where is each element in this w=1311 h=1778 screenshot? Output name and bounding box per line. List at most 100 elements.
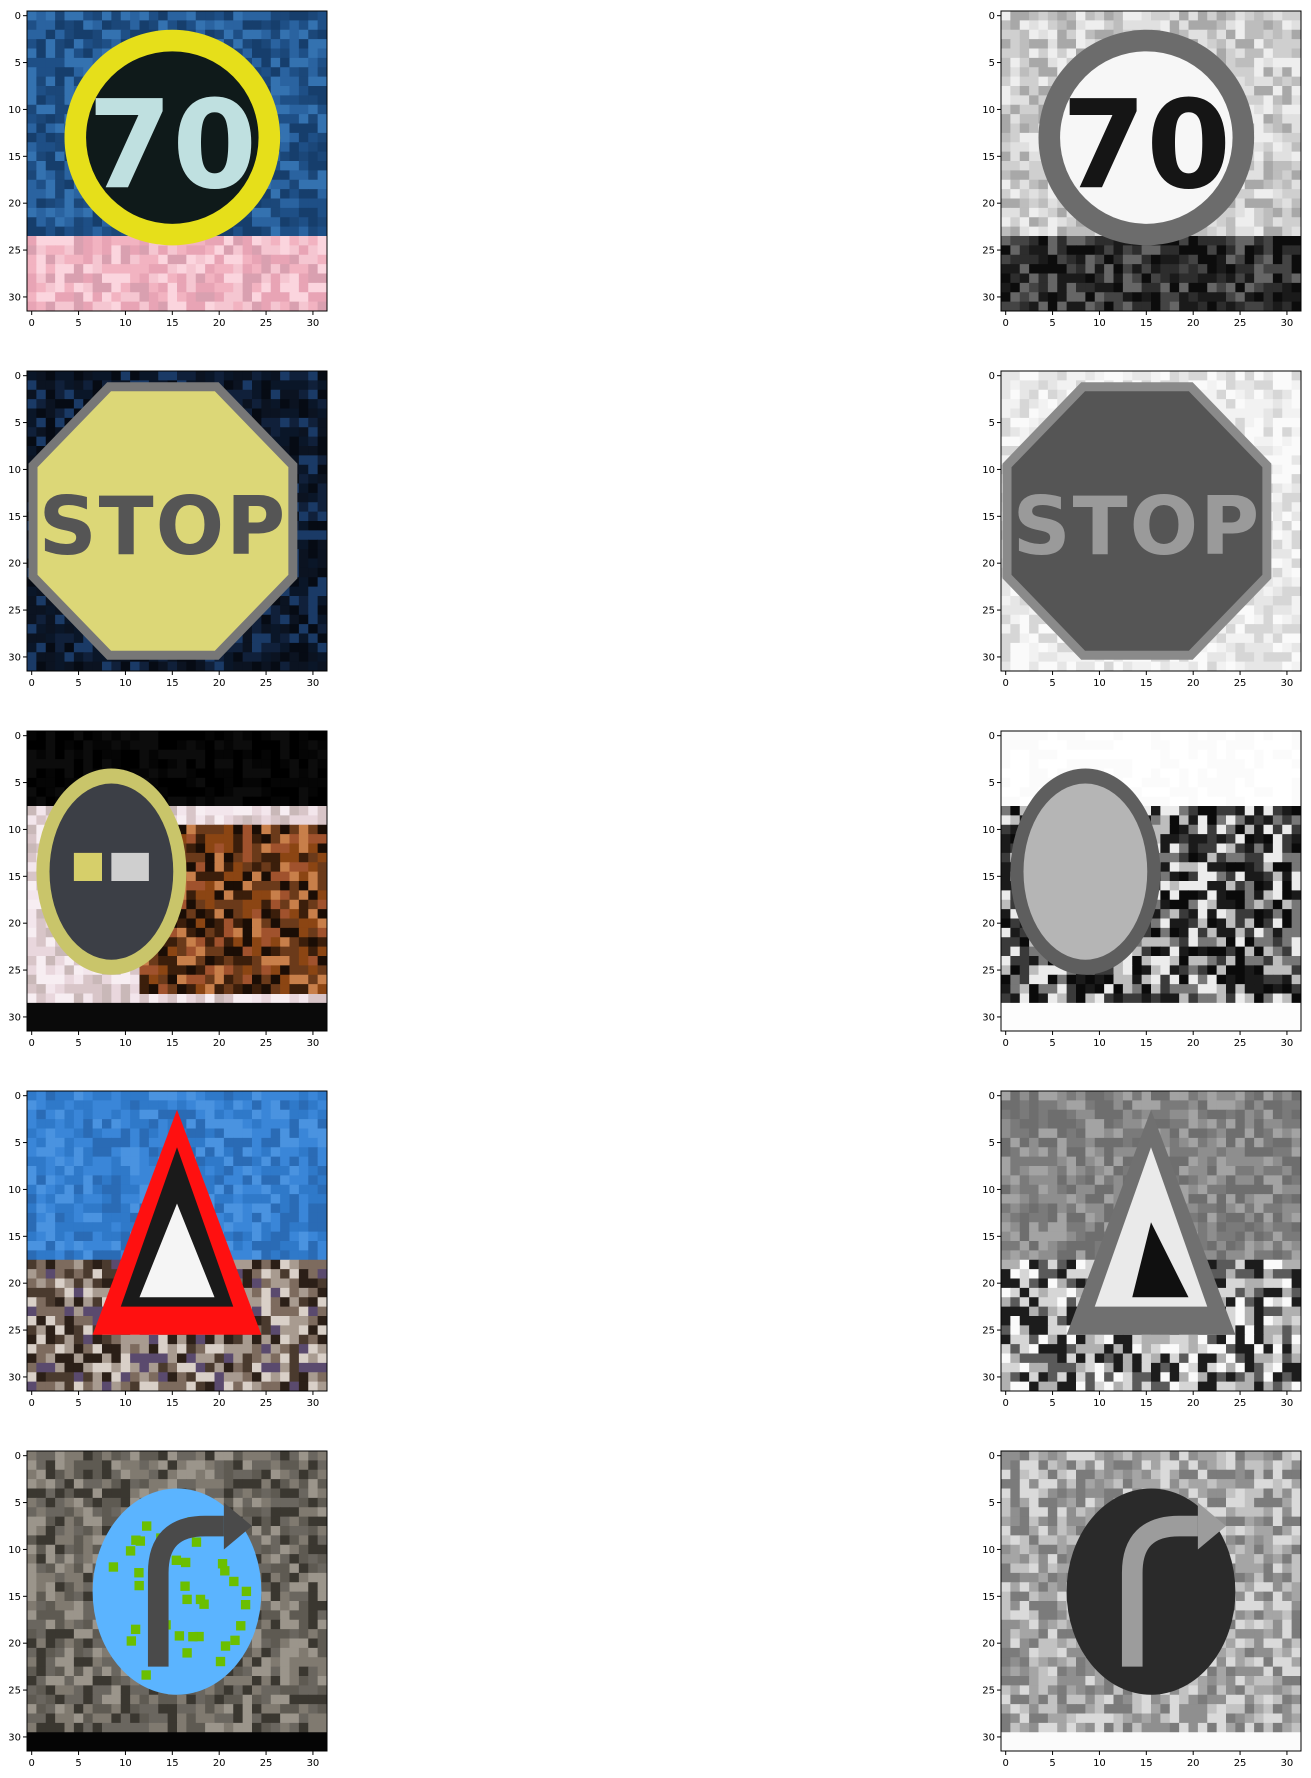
y-tick-label: 25 bbox=[982, 966, 995, 977]
y-tick-label: 20 bbox=[982, 559, 995, 570]
x-tick-label: 15 bbox=[1140, 1398, 1153, 1409]
x-tick-label: 15 bbox=[166, 1038, 179, 1049]
x-tick-label: 15 bbox=[1140, 318, 1153, 329]
x-tick-label: 15 bbox=[1140, 1038, 1153, 1049]
x-tick-label: 5 bbox=[1049, 1398, 1055, 1409]
y-tick-label: 15 bbox=[982, 1592, 995, 1603]
x-tick-label: 25 bbox=[1234, 1758, 1247, 1769]
y-tick-label: 30 bbox=[982, 1372, 995, 1383]
x-tick-label: 10 bbox=[1093, 1758, 1106, 1769]
x-tick-label: 20 bbox=[1187, 1038, 1200, 1049]
x-tick-label: 25 bbox=[260, 318, 273, 329]
x-tick-label: 30 bbox=[1281, 1038, 1294, 1049]
x-tick-label: 25 bbox=[260, 1398, 273, 1409]
sign-text: 70 bbox=[88, 74, 258, 216]
y-tick-label: 30 bbox=[982, 1732, 995, 1743]
x-tick-label: 20 bbox=[1187, 318, 1200, 329]
y-tick-label: 20 bbox=[8, 559, 21, 570]
y-tick-label: 25 bbox=[982, 606, 995, 617]
x-tick-label: 0 bbox=[1003, 1758, 1009, 1769]
y-tick-label: 10 bbox=[982, 1545, 995, 1556]
x-tick-label: 25 bbox=[260, 1038, 273, 1049]
x-tick-label: 10 bbox=[119, 1398, 132, 1409]
x-tick-label: 5 bbox=[1049, 678, 1055, 689]
y-tick-label: 20 bbox=[8, 1279, 21, 1290]
x-tick-label: 5 bbox=[75, 1398, 81, 1409]
x-tick-label: 20 bbox=[1187, 678, 1200, 689]
y-tick-label: 10 bbox=[982, 105, 995, 116]
y-tick-label: 0 bbox=[989, 1091, 995, 1102]
x-tick-label: 0 bbox=[29, 1758, 35, 1769]
sign-image: 70 bbox=[27, 11, 328, 312]
x-tick-label: 0 bbox=[29, 318, 35, 329]
x-tick-label: 5 bbox=[75, 318, 81, 329]
sign-image: STOP bbox=[27, 371, 328, 672]
y-tick-label: 0 bbox=[15, 731, 21, 742]
x-tick-label: 25 bbox=[260, 1758, 273, 1769]
x-tick-label: 10 bbox=[119, 678, 132, 689]
x-tick-label: 20 bbox=[213, 318, 226, 329]
x-tick-label: 20 bbox=[1187, 1398, 1200, 1409]
x-tick-label: 25 bbox=[260, 678, 273, 689]
sign-image bbox=[1001, 1451, 1302, 1751]
x-tick-label: 10 bbox=[119, 1038, 132, 1049]
y-tick-label: 10 bbox=[982, 1185, 995, 1196]
sign-image bbox=[27, 731, 440, 1031]
y-tick-label: 0 bbox=[989, 11, 995, 22]
x-tick-label: 5 bbox=[1049, 1038, 1055, 1049]
y-tick-label: 10 bbox=[982, 825, 995, 836]
x-tick-label: 30 bbox=[307, 1758, 320, 1769]
x-tick-label: 15 bbox=[166, 1398, 179, 1409]
y-tick-label: 15 bbox=[8, 872, 21, 883]
y-tick-label: 25 bbox=[8, 1686, 21, 1697]
y-tick-label: 10 bbox=[8, 105, 21, 116]
y-tick-label: 30 bbox=[982, 652, 995, 663]
y-tick-label: 5 bbox=[15, 418, 21, 429]
y-tick-label: 5 bbox=[989, 418, 995, 429]
y-tick-label: 25 bbox=[8, 966, 21, 977]
x-tick-label: 5 bbox=[1049, 318, 1055, 329]
y-tick-label: 25 bbox=[8, 246, 21, 257]
y-tick-label: 5 bbox=[989, 58, 995, 69]
x-tick-label: 5 bbox=[1049, 1758, 1055, 1769]
x-tick-label: 5 bbox=[75, 678, 81, 689]
sign-image: 70 bbox=[1001, 11, 1302, 312]
y-tick-label: 10 bbox=[8, 825, 21, 836]
y-tick-label: 20 bbox=[982, 1279, 995, 1290]
sign-image bbox=[27, 1451, 328, 1751]
y-tick-label: 5 bbox=[989, 1498, 995, 1509]
y-tick-label: 0 bbox=[989, 731, 995, 742]
y-tick-label: 10 bbox=[8, 465, 21, 476]
x-tick-label: 25 bbox=[1234, 1038, 1247, 1049]
y-tick-label: 10 bbox=[982, 465, 995, 476]
sign-text: STOP bbox=[1013, 480, 1262, 574]
x-tick-label: 15 bbox=[166, 678, 179, 689]
y-tick-label: 5 bbox=[989, 1138, 995, 1149]
y-tick-label: 15 bbox=[8, 1592, 21, 1603]
x-tick-label: 15 bbox=[1140, 678, 1153, 689]
y-tick-label: 5 bbox=[989, 778, 995, 789]
x-tick-label: 0 bbox=[1003, 1398, 1009, 1409]
x-tick-label: 25 bbox=[1234, 1398, 1247, 1409]
y-tick-label: 10 bbox=[8, 1185, 21, 1196]
x-tick-label: 10 bbox=[119, 1758, 132, 1769]
y-tick-label: 30 bbox=[982, 292, 995, 303]
x-tick-label: 20 bbox=[213, 1398, 226, 1409]
y-tick-label: 25 bbox=[8, 1326, 21, 1337]
y-tick-label: 0 bbox=[989, 1451, 995, 1462]
y-tick-label: 0 bbox=[989, 371, 995, 382]
y-tick-label: 20 bbox=[8, 1639, 21, 1650]
y-tick-label: 10 bbox=[8, 1545, 21, 1556]
y-tick-label: 25 bbox=[982, 1686, 995, 1697]
x-tick-label: 30 bbox=[1281, 318, 1294, 329]
y-tick-label: 30 bbox=[8, 1372, 21, 1383]
